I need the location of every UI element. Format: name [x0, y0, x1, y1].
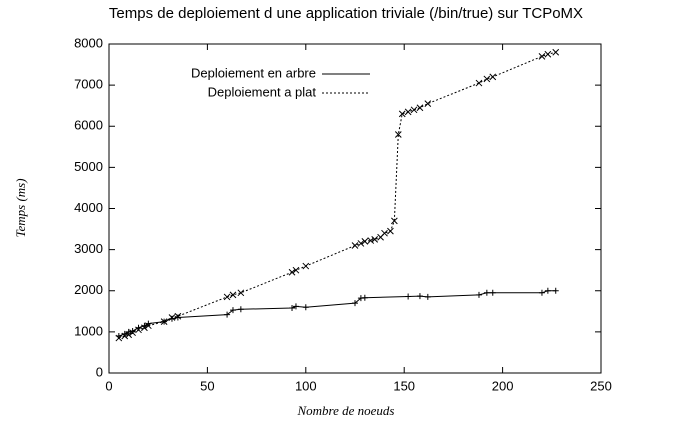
- point: [391, 217, 398, 225]
- point: [538, 289, 545, 296]
- point: [224, 311, 231, 318]
- point: [367, 237, 375, 244]
- point: [168, 314, 176, 321]
- chart-title: Temps de deploiement d une application t…: [109, 5, 583, 22]
- x-tick-label: 200: [492, 378, 514, 393]
- point: [489, 73, 497, 81]
- point: [387, 227, 394, 235]
- y-tick-label: 5000: [74, 159, 103, 174]
- point: [351, 242, 359, 249]
- legend-label: Deploiement a plat: [208, 84, 317, 99]
- point: [361, 294, 368, 301]
- point: [424, 100, 432, 107]
- point: [121, 332, 129, 340]
- point: [475, 79, 483, 87]
- point: [168, 315, 175, 322]
- point: [302, 262, 310, 270]
- point: [125, 328, 132, 335]
- x-tick-label: 0: [105, 378, 112, 393]
- y-tick-label: 8000: [74, 35, 103, 50]
- point: [292, 266, 300, 274]
- x-tick-label: 150: [393, 378, 415, 393]
- y-tick-label: 3000: [74, 241, 103, 256]
- y-tick-label: 7000: [74, 77, 103, 92]
- point: [289, 305, 296, 312]
- point: [552, 287, 559, 294]
- point: [135, 326, 142, 334]
- point: [416, 293, 423, 300]
- x-tick-label: 50: [200, 378, 214, 393]
- legend-label: Deploiement en arbre: [191, 65, 316, 80]
- y-tick-label: 2000: [74, 282, 103, 297]
- point: [115, 334, 123, 342]
- point: [394, 131, 402, 138]
- point: [538, 52, 546, 60]
- series-line: [118, 51, 556, 339]
- point: [552, 48, 560, 56]
- point: [141, 324, 148, 332]
- point: [288, 268, 296, 276]
- point: [424, 293, 431, 300]
- point: [381, 229, 388, 237]
- point: [237, 306, 244, 313]
- point: [410, 106, 418, 114]
- point: [544, 50, 552, 58]
- point: [237, 289, 245, 297]
- point: [352, 300, 358, 307]
- point: [398, 110, 406, 118]
- point: [405, 293, 412, 300]
- x-axis-label: Nombre de noeuds: [296, 403, 394, 418]
- x-tick-label: 250: [590, 378, 612, 393]
- point: [174, 312, 182, 320]
- point: [483, 289, 490, 296]
- y-tick-label: 4000: [74, 200, 103, 215]
- point: [160, 318, 168, 325]
- point: [229, 307, 236, 314]
- point: [483, 75, 491, 83]
- point: [302, 304, 309, 311]
- y-tick-label: 1000: [74, 323, 103, 338]
- point: [292, 303, 299, 310]
- y-axis-label: Temps (ms): [13, 178, 28, 237]
- point: [489, 289, 496, 296]
- point: [544, 287, 551, 294]
- y-tick-label: 6000: [74, 118, 103, 133]
- series-line: [118, 290, 556, 337]
- point: [357, 240, 365, 247]
- point: [223, 293, 231, 301]
- point: [145, 322, 152, 330]
- point: [475, 291, 482, 298]
- point: [371, 235, 379, 243]
- point: [174, 314, 181, 321]
- point: [361, 238, 369, 245]
- point: [404, 108, 412, 116]
- x-tick-label: 100: [295, 378, 317, 393]
- point: [125, 331, 133, 339]
- point: [416, 104, 424, 112]
- point: [229, 291, 237, 299]
- point: [129, 329, 136, 337]
- y-tick-label: 0: [96, 364, 103, 379]
